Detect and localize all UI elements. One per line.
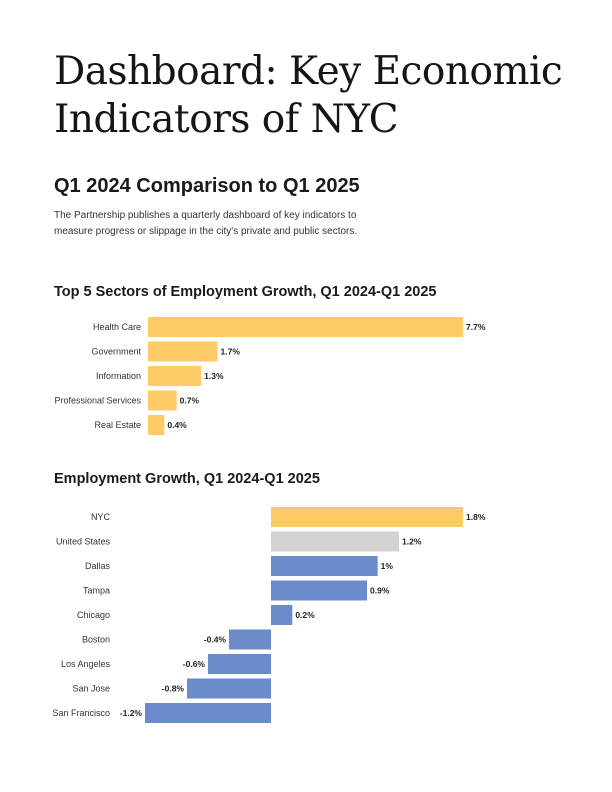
bar-united-states — [271, 531, 399, 552]
category-label-united-states: United States — [56, 537, 111, 547]
value-label-san-jose: -0.8% — [162, 684, 185, 694]
bar-government — [148, 341, 218, 362]
category-label-health-care: Health Care — [93, 322, 141, 332]
sectors-chart-title: Top 5 Sectors of Employment Growth, Q1 2… — [54, 284, 437, 300]
category-label-professional-services: Professional Services — [54, 396, 141, 406]
category-label-san-jose: San Jose — [72, 684, 110, 694]
category-label-tampa: Tampa — [83, 586, 110, 596]
value-label-real-estate: 0.4% — [167, 420, 187, 430]
intro-paragraph: The Partnership publishes a quarterly da… — [54, 210, 358, 237]
bar-los-angeles — [208, 654, 271, 674]
value-label-los-angeles: -0.6% — [183, 659, 206, 669]
bar-san-francisco — [145, 703, 271, 723]
category-label-los-angeles: Los Angeles — [61, 659, 111, 669]
category-label-chicago: Chicago — [77, 610, 110, 620]
bar-professional-services — [148, 390, 177, 411]
bar-real-estate — [148, 415, 165, 435]
sectors-bar-chart: Health Care 7.7% Government 1.7% Information… — [54, 317, 486, 435]
cities-bar-chart: NYC 1.8% United States 1.2% Dallas 1% Tampa 0.9… — [52, 507, 486, 723]
page-title: Dashboard: Key Economic Indicators of NY… — [54, 49, 563, 142]
value-label-united-states: 1.2% — [402, 537, 422, 547]
bar-chicago — [271, 605, 293, 625]
category-label-dallas: Dallas — [85, 561, 111, 571]
category-label-information: Information — [96, 371, 141, 381]
category-label-government: Government — [91, 347, 141, 357]
cities-chart-title: Employment Growth, Q1 2024-Q1 2025 — [54, 471, 320, 487]
bar-san-jose — [187, 678, 271, 699]
value-label-boston: -0.4% — [204, 635, 227, 645]
value-label-professional-services: 0.7% — [180, 396, 200, 406]
bar-boston — [229, 629, 271, 650]
bar-tampa — [271, 580, 367, 601]
value-label-nyc: 1.8% — [466, 512, 486, 522]
category-label-boston: Boston — [82, 635, 110, 645]
bar-information — [148, 366, 202, 386]
page-subtitle: Q1 2024 Comparison to Q1 2025 — [54, 175, 360, 197]
category-label-san-francisco: San Francisco — [52, 708, 110, 718]
value-label-chicago: 0.2% — [295, 610, 315, 620]
category-label-real-estate: Real Estate — [94, 420, 141, 430]
value-label-government: 1.7% — [221, 347, 241, 357]
bar-nyc — [271, 507, 463, 527]
value-label-tampa: 0.9% — [370, 586, 390, 596]
bar-dallas — [271, 556, 378, 576]
category-label-nyc: NYC — [91, 512, 111, 522]
value-label-information: 1.3% — [204, 371, 224, 381]
value-label-dallas: 1% — [381, 561, 394, 571]
bar-health-care — [148, 317, 463, 337]
value-label-health-care: 7.7% — [466, 322, 486, 332]
value-label-san-francisco: -1.2% — [120, 708, 143, 718]
